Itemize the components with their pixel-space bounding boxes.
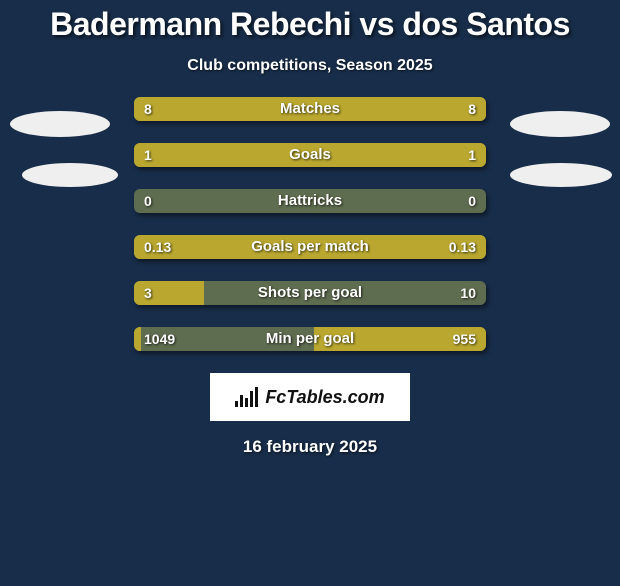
- stat-label: Min per goal: [134, 327, 486, 351]
- comparison-chart: 8Matches81Goals10Hattricks00.13Goals per…: [0, 97, 620, 457]
- page-title: Badermann Rebechi vs dos Santos: [0, 6, 620, 43]
- stat-row: 0.13Goals per match0.13: [134, 235, 486, 259]
- player-right-silhouette: [510, 111, 610, 137]
- player-left-silhouette: [22, 163, 118, 187]
- player-left-silhouette: [10, 111, 110, 137]
- logo-text: FcTables.com: [265, 387, 384, 408]
- logo-box: FcTables.com: [210, 373, 410, 421]
- subtitle: Club competitions, Season 2025: [0, 57, 620, 75]
- stat-value-right: 955: [453, 327, 476, 351]
- stat-value-right: 1: [468, 143, 476, 167]
- stat-row: 0Hattricks0: [134, 189, 486, 213]
- stat-row: 8Matches8: [134, 97, 486, 121]
- stat-row: 1Goals1: [134, 143, 486, 167]
- bar-chart-icon: [235, 387, 259, 407]
- stat-label: Goals per match: [134, 235, 486, 259]
- stat-value-right: 0: [468, 189, 476, 213]
- stat-value-right: 8: [468, 97, 476, 121]
- stat-label: Goals: [134, 143, 486, 167]
- date-label: 16 february 2025: [0, 437, 620, 457]
- stat-value-right: 10: [460, 281, 476, 305]
- stat-label: Matches: [134, 97, 486, 121]
- stat-row: 1049Min per goal955: [134, 327, 486, 351]
- stat-value-right: 0.13: [449, 235, 476, 259]
- stat-label: Shots per goal: [134, 281, 486, 305]
- player-right-silhouette: [510, 163, 612, 187]
- stat-label: Hattricks: [134, 189, 486, 213]
- stat-row: 3Shots per goal10: [134, 281, 486, 305]
